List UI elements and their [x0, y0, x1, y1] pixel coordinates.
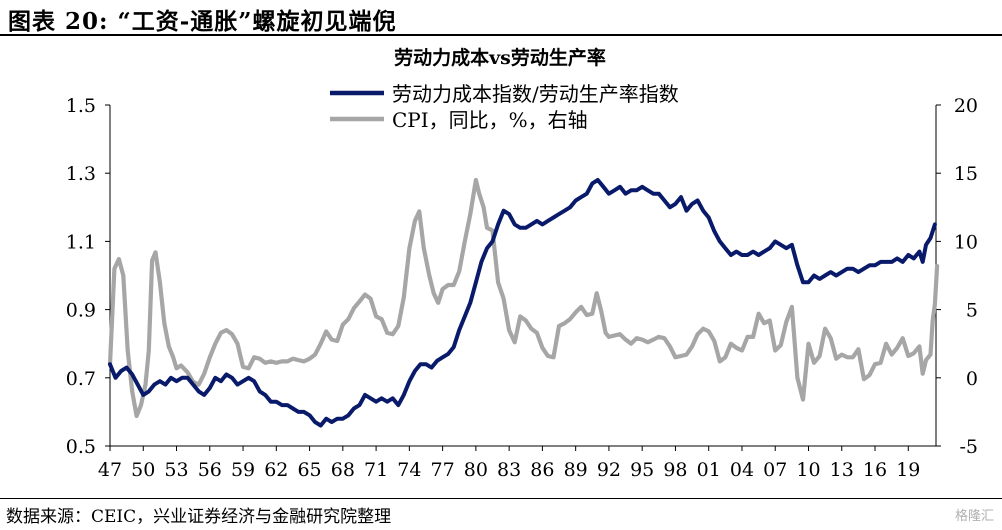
x-tick-label: 50 [131, 459, 155, 481]
series-line-labor-cost-ratio [108, 178, 937, 428]
x-tick-label: 71 [364, 459, 388, 481]
x-tick-label: 77 [431, 459, 455, 481]
x-tick-label: 86 [530, 459, 554, 481]
x-tick-label: 10 [796, 459, 820, 481]
x-tick-label: 80 [464, 459, 488, 481]
x-tick-label: 56 [198, 459, 222, 481]
series-line-cpi [107, 177, 940, 419]
x-tick-label: 68 [331, 459, 355, 481]
x-tick-label: 92 [597, 459, 621, 481]
left-tick-label: 0.9 [66, 300, 96, 322]
x-tick-label: 65 [297, 459, 321, 481]
x-tick-label: 74 [397, 459, 421, 481]
right-tick-label: 20 [954, 95, 978, 117]
left-tick-label: 0.5 [66, 436, 96, 458]
right-tick-label: 10 [954, 231, 978, 253]
legend-label-labor: 劳动力成本指数/劳动生产率指数 [392, 82, 679, 106]
chart-title: 劳动力成本vs劳动生产率 [394, 46, 606, 69]
right-tick-label: 5 [966, 300, 978, 322]
watermark: 格隆汇 [954, 509, 994, 524]
x-tick-label: 83 [497, 459, 521, 481]
x-tick-label: 53 [164, 459, 188, 481]
x-tick-label: 04 [730, 459, 754, 481]
x-tick-label: 47 [98, 459, 122, 481]
x-tick-label: 16 [863, 459, 887, 481]
x-tick-label: 98 [663, 459, 687, 481]
chart: 劳动力成本vs劳动生产率 0.5 0.7 0.9 1.1 1.3 1.5 -5 0 5 10 15… [66, 46, 978, 481]
legend-label-cpi: CPI，同比，%，右轴 [392, 108, 588, 132]
top-rule [0, 34, 1002, 36]
right-tick-label: 15 [954, 163, 978, 185]
x-axis: 47 50 53 56 59 62 65 68 71 74 77 80 83 86 89 92 95 98 01 04… [98, 445, 936, 481]
right-tick-label: -5 [959, 436, 978, 458]
figure-label: 图表 20: “工资-通胀”螺旋初见端倪 [8, 8, 397, 35]
x-tick-label: 95 [630, 459, 654, 481]
left-tick-label: 1.3 [66, 163, 96, 185]
left-tick-label: 1.1 [66, 231, 96, 253]
left-tick-label: 1.5 [66, 95, 96, 117]
x-tick-label: 89 [564, 459, 588, 481]
x-tick-label: 19 [896, 459, 920, 481]
right-tick-label: 0 [966, 368, 978, 390]
x-tick-label: 62 [264, 459, 288, 481]
legend: 劳动力成本指数/劳动生产率指数 CPI，同比，%，右轴 [330, 82, 679, 132]
x-tick-label: 01 [697, 459, 721, 481]
right-axis: -5 0 5 10 15 20 [935, 95, 978, 458]
source-note: 数据来源：CEIC，兴业证券经济与金融研究院整理 [6, 507, 392, 527]
left-axis: 0.5 0.7 0.9 1.1 1.3 1.5 [66, 95, 111, 458]
bottom-rule [0, 498, 1002, 499]
x-tick-label: 07 [763, 459, 787, 481]
plot-lines [107, 177, 940, 428]
x-tick-label: 59 [231, 459, 255, 481]
x-tick-label: 13 [830, 459, 854, 481]
left-tick-label: 0.7 [66, 368, 96, 390]
